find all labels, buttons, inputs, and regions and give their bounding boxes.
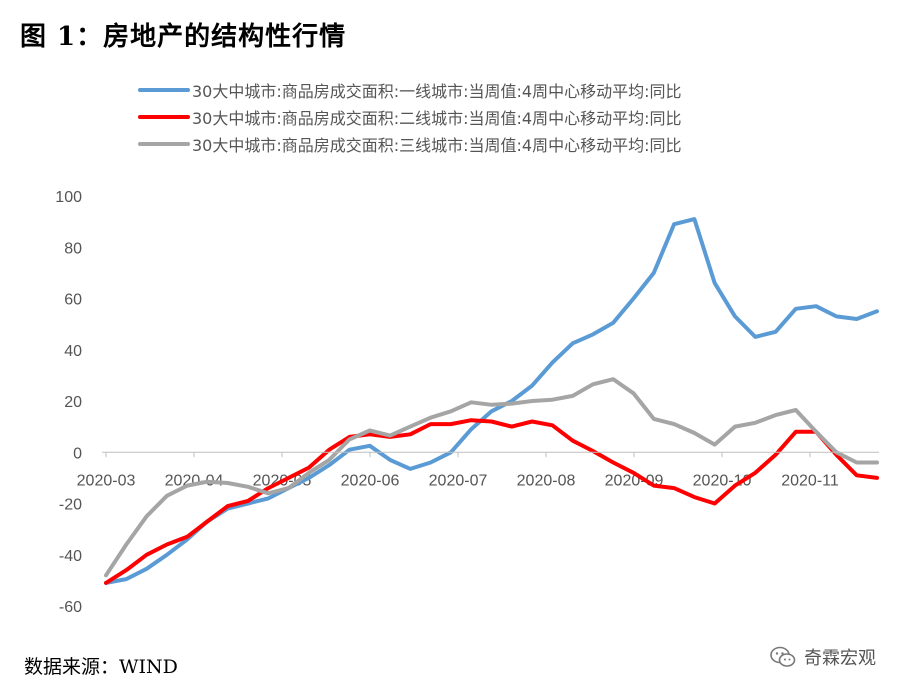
- y-tick-label: 20: [64, 394, 82, 411]
- y-tick-label: 60: [64, 292, 82, 309]
- x-tick-label: 2020-04: [165, 472, 224, 489]
- watermark-text: 奇霖宏观: [804, 648, 876, 669]
- series-line-3: [104, 377, 879, 578]
- series-line-1: [104, 217, 879, 585]
- legend-swatch-tier3: [138, 141, 190, 146]
- x-axis-ticks: [105, 452, 811, 458]
- y-tick-label: 100: [55, 189, 82, 206]
- legend-label-tier1: 30大中城市:商品房成交面积:一线城市:当周值:4周中心移动平均:同比: [192, 81, 682, 101]
- x-tick-label: 2020-11: [781, 472, 839, 489]
- x-tick-label: 2020-06: [341, 472, 400, 489]
- legend-item-tier2: 30大中城市:商品房成交面积:二线城市:当周值:4周中心移动平均:同比: [138, 103, 682, 130]
- x-tick-label: 2020-08: [517, 472, 576, 489]
- chart-title: 图 1：房地产的结构性行情: [20, 22, 347, 52]
- y-tick-label: -40: [59, 548, 82, 565]
- y-tick-label: 40: [64, 343, 82, 360]
- y-tick-label: 0: [73, 445, 82, 462]
- x-tick-label: 2020-03: [77, 472, 136, 489]
- legend-swatch-tier2: [138, 114, 190, 119]
- legend-swatch-tier1: [138, 87, 190, 92]
- watermark: 奇霖宏观: [770, 644, 876, 670]
- y-tick-label: -20: [59, 497, 82, 514]
- legend-item-tier3: 30大中城市:商品房成交面积:三线城市:当周值:4周中心移动平均:同比: [138, 130, 682, 157]
- wechat-icon: [770, 646, 796, 667]
- y-tick-label: 80: [64, 240, 82, 257]
- legend-item-tier1: 30大中城市:商品房成交面积:一线城市:当周值:4周中心移动平均:同比: [138, 76, 682, 103]
- series-lines: [104, 217, 879, 585]
- series-line-2: [104, 418, 879, 585]
- x-tick-label: 2020-07: [429, 472, 488, 489]
- x-tick-label: 2020-09: [605, 472, 664, 489]
- chart-legend: 30大中城市:商品房成交面积:一线城市:当周值:4周中心移动平均:同比 30大中…: [138, 76, 682, 157]
- y-axis-labels: 100 80 60 40 20 0 -20 -40 -60: [55, 189, 82, 616]
- data-source-note: 数据来源：WIND: [24, 656, 178, 678]
- legend-label-tier3: 30大中城市:商品房成交面积:三线城市:当周值:4周中心移动平均:同比: [192, 135, 682, 155]
- y-tick-label: -60: [59, 599, 82, 616]
- legend-label-tier2: 30大中城市:商品房成交面积:二线城市:当周值:4周中心移动平均:同比: [192, 108, 682, 128]
